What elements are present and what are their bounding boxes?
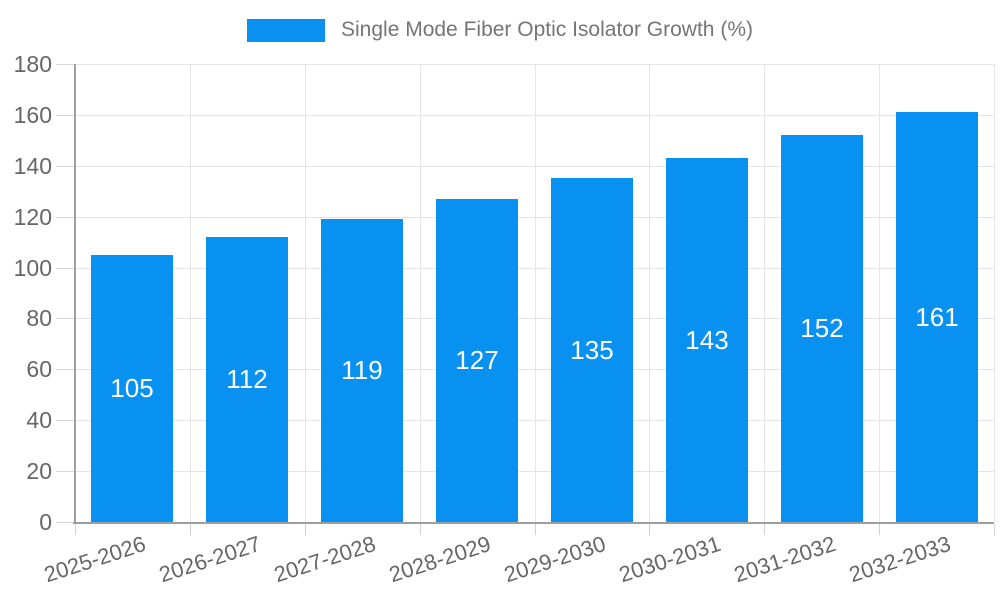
x-gridline (994, 64, 995, 522)
bar-value-label: 161 (915, 301, 959, 332)
y-axis-tick-label: 120 (13, 204, 52, 230)
y-gridline (75, 369, 994, 370)
x-axis-tick (190, 524, 191, 535)
x-axis-line (73, 522, 994, 524)
y-gridline (75, 268, 994, 269)
y-axis-tick-label: 160 (13, 102, 52, 128)
y-gridline (75, 64, 994, 65)
y-axis-tick (56, 420, 74, 421)
x-axis-tick (649, 524, 650, 535)
x-axis-tick (420, 524, 421, 535)
x-gridline (879, 64, 880, 522)
bar-value-label: 127 (455, 345, 499, 375)
y-gridline (75, 318, 994, 319)
x-gridline (535, 64, 536, 522)
x-gridline (764, 64, 765, 522)
bar-value-label: 105 (110, 373, 154, 403)
y-axis-tick-label: 40 (26, 407, 52, 433)
x-axis-tick (764, 524, 765, 535)
x-gridline (305, 64, 306, 522)
bar-2030-2031[interactable]: 143 (666, 158, 748, 522)
y-axis-tick (56, 522, 74, 523)
bar-2029-2030[interactable]: 135 (551, 178, 633, 522)
y-axis-tick (56, 318, 74, 319)
y-axis-tick (56, 268, 74, 269)
legend-color-swatch (247, 18, 325, 42)
y-axis-line (74, 64, 76, 524)
y-axis-tick (56, 471, 74, 472)
y-axis-tick-label: 180 (13, 51, 52, 77)
y-gridline (75, 471, 994, 472)
y-axis-tick (56, 369, 74, 370)
x-axis-tick (305, 524, 306, 535)
y-axis-tick-label: 60 (26, 356, 52, 382)
y-gridline (75, 115, 994, 116)
x-gridline (420, 64, 421, 522)
legend-label: Single Mode Fiber Optic Isolator Growth … (341, 18, 753, 41)
y-axis-tick-label: 140 (13, 153, 52, 179)
bar-value-label: 112 (226, 364, 268, 394)
y-axis-tick (56, 166, 74, 167)
y-gridline (75, 166, 994, 167)
y-axis-tick-label: 0 (39, 509, 52, 535)
bar-2026-2027[interactable]: 112 (206, 237, 288, 522)
y-gridline (75, 420, 994, 421)
y-axis-tick-label: 100 (13, 255, 52, 281)
x-gridline (190, 64, 191, 522)
y-axis-tick (56, 64, 74, 65)
bar-value-label: 119 (341, 355, 383, 385)
bar-2027-2028[interactable]: 119 (321, 219, 403, 522)
chart-legend[interactable]: Single Mode Fiber Optic Isolator Growth … (0, 18, 1000, 42)
y-axis-tick (56, 115, 74, 116)
y-axis-tick (56, 217, 74, 218)
x-axis-tick (535, 524, 536, 535)
x-gridline (649, 64, 650, 522)
bar-2032-2033[interactable]: 161 (896, 112, 978, 522)
bar-2025-2026[interactable]: 105 (91, 255, 173, 522)
bar-value-label: 152 (800, 313, 844, 343)
y-axis-tick-label: 80 (26, 305, 52, 331)
x-axis-tick (75, 524, 76, 535)
x-axis-tick (994, 524, 995, 535)
bar-2028-2029[interactable]: 127 (436, 199, 518, 522)
y-axis-tick-label: 20 (26, 458, 52, 484)
bar-2031-2032[interactable]: 152 (781, 135, 863, 522)
bar-value-label: 135 (570, 334, 614, 365)
x-axis-tick (879, 524, 880, 535)
bar-value-label: 143 (685, 324, 729, 355)
y-gridline (75, 217, 994, 218)
